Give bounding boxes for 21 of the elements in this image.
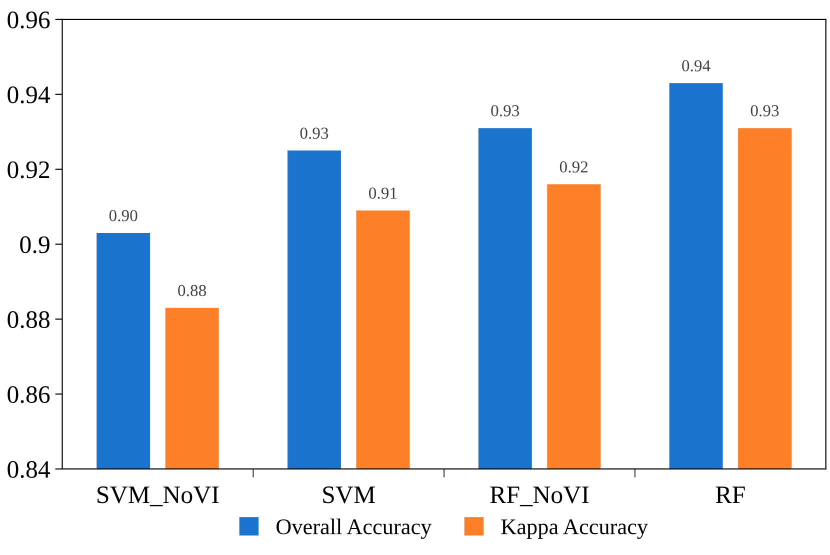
legend-label: Overall Accuracy [276, 518, 432, 539]
data-label: 0.93 [491, 105, 520, 116]
x-tick-label: RF [716, 486, 745, 503]
legend-label: Kappa Accuracy [501, 519, 648, 539]
y-tick-label: 0.94 [8, 86, 50, 104]
data-label: 0.92 [560, 161, 588, 173]
y-tick-label: 0.88 [8, 311, 50, 328]
data-label: 0.94 [682, 60, 710, 72]
x-tick-label: SVM [323, 486, 375, 504]
data-label: 0.93 [750, 105, 779, 116]
x-tick-label: RF_NoVI [490, 486, 589, 506]
data-label: 0.91 [369, 188, 397, 199]
data-label: 0.90 [109, 210, 138, 222]
y-tick-label: 0.92 [8, 161, 50, 178]
x-tick-label: SVM_NoVI [98, 486, 219, 506]
data-label: 0.88 [178, 284, 206, 296]
y-tick-label: 0.86 [8, 386, 50, 404]
data-label: 0.93 [300, 128, 328, 139]
y-tick-label: 0.9 [20, 236, 50, 254]
y-tick-label: 0.96 [8, 11, 50, 28]
y-tick-label: 0.84 [8, 461, 50, 478]
